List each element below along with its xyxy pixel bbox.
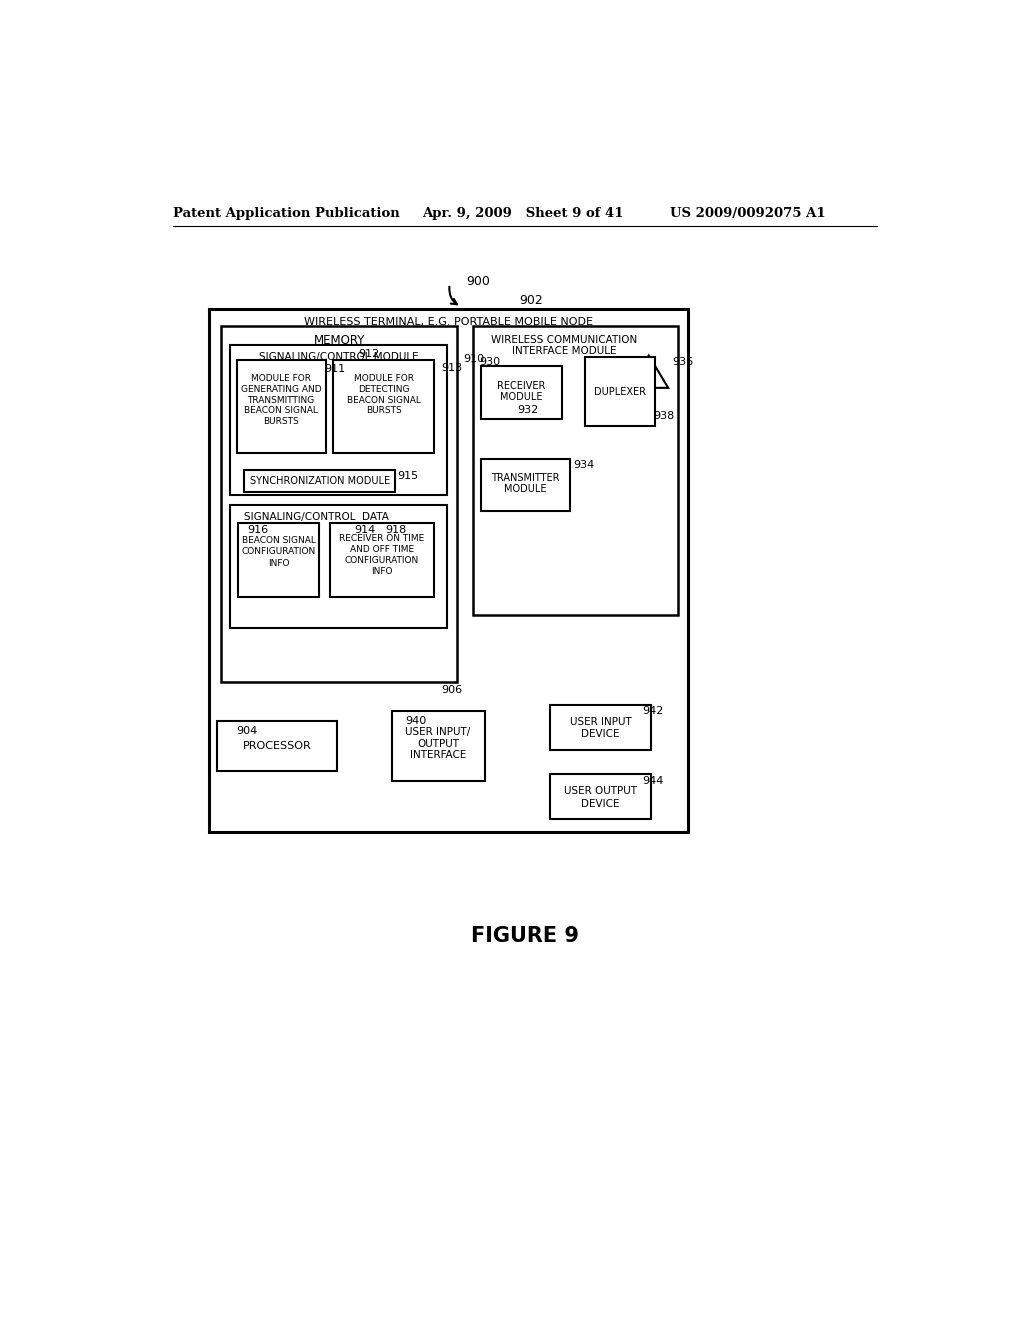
Text: AND OFF TIME: AND OFF TIME — [350, 545, 414, 554]
Text: DEVICE: DEVICE — [582, 730, 620, 739]
Text: 944: 944 — [642, 776, 664, 785]
Bar — [334, 360, 434, 453]
Text: SYNCHRONIZATION MODULE: SYNCHRONIZATION MODULE — [250, 477, 390, 486]
Text: SIGNALING/CONTROL  DATA: SIGNALING/CONTROL DATA — [245, 512, 389, 523]
Bar — [550, 705, 651, 750]
Text: 910: 910 — [464, 354, 484, 363]
Text: Apr. 9, 2009   Sheet 9 of 41: Apr. 9, 2009 Sheet 9 of 41 — [423, 207, 624, 220]
Text: BURSTS: BURSTS — [263, 417, 299, 426]
Text: RECEIVER: RECEIVER — [497, 380, 546, 391]
Text: CONFIGURATION: CONFIGURATION — [242, 548, 315, 556]
Text: USER INPUT: USER INPUT — [570, 717, 632, 727]
Bar — [480, 459, 569, 511]
Text: 913: 913 — [441, 363, 462, 372]
Text: 914: 914 — [354, 524, 376, 535]
Bar — [330, 523, 434, 597]
Text: MODULE FOR: MODULE FOR — [353, 374, 414, 383]
Bar — [550, 775, 651, 818]
Text: DEVICE: DEVICE — [582, 799, 620, 809]
Text: WIRELESS TERMINAL, E.G. PORTABLE MOBILE NODE: WIRELESS TERMINAL, E.G. PORTABLE MOBILE … — [304, 317, 593, 327]
Bar — [230, 345, 447, 495]
Text: 932: 932 — [517, 405, 539, 416]
Text: 912: 912 — [358, 348, 380, 359]
Text: 938: 938 — [653, 411, 675, 421]
Text: 930: 930 — [479, 356, 500, 367]
Text: US 2009/0092075 A1: US 2009/0092075 A1 — [671, 207, 826, 220]
Bar — [238, 523, 319, 597]
Text: GENERATING AND: GENERATING AND — [241, 385, 322, 393]
Text: 916: 916 — [248, 524, 268, 535]
Bar — [586, 358, 655, 426]
Text: MODULE FOR: MODULE FOR — [251, 374, 311, 383]
Text: 911: 911 — [324, 364, 345, 375]
Bar — [221, 326, 458, 682]
Text: CONFIGURATION: CONFIGURATION — [345, 556, 419, 565]
Bar — [217, 721, 337, 771]
Text: WIRELESS COMMUNICATION: WIRELESS COMMUNICATION — [490, 335, 637, 345]
Text: BEACON SIGNAL: BEACON SIGNAL — [347, 396, 421, 405]
Text: INTERFACE: INTERFACE — [410, 750, 466, 760]
Text: SIGNALING/CONTROL MODULE: SIGNALING/CONTROL MODULE — [259, 352, 419, 362]
Text: FIGURE 9: FIGURE 9 — [471, 927, 579, 946]
Bar — [209, 309, 688, 832]
Text: BEACON SIGNAL: BEACON SIGNAL — [244, 407, 318, 416]
Text: OUTPUT: OUTPUT — [417, 739, 459, 748]
Text: DUPLEXER: DUPLEXER — [594, 387, 646, 397]
Text: MODULE: MODULE — [500, 392, 543, 403]
Text: INFO: INFO — [371, 566, 392, 576]
Text: 900: 900 — [467, 275, 490, 288]
Text: 940: 940 — [406, 715, 427, 726]
Text: INFO: INFO — [268, 558, 290, 568]
Bar — [230, 506, 447, 628]
Text: 915: 915 — [397, 471, 418, 482]
Text: 904: 904 — [237, 726, 258, 737]
Bar — [480, 367, 562, 418]
Text: 936: 936 — [672, 356, 693, 367]
Text: 918: 918 — [386, 524, 407, 535]
Text: 942: 942 — [642, 706, 664, 717]
Text: MEMORY: MEMORY — [313, 334, 365, 347]
Bar — [473, 326, 678, 615]
Text: TRANSMITTING: TRANSMITTING — [248, 396, 314, 405]
Text: USER OUTPUT: USER OUTPUT — [564, 787, 637, 796]
Text: BURSTS: BURSTS — [366, 407, 401, 416]
Text: 934: 934 — [573, 459, 595, 470]
Text: BEACON SIGNAL: BEACON SIGNAL — [242, 536, 315, 545]
Text: TRANSMITTER: TRANSMITTER — [490, 473, 559, 483]
Bar — [245, 470, 395, 492]
Bar — [391, 711, 484, 780]
Text: Patent Application Publication: Patent Application Publication — [173, 207, 399, 220]
Text: MODULE: MODULE — [504, 484, 547, 495]
Text: 902: 902 — [519, 294, 543, 308]
Text: USER INPUT/: USER INPUT/ — [406, 727, 471, 737]
Bar — [237, 360, 326, 453]
Text: INTERFACE MODULE: INTERFACE MODULE — [512, 346, 616, 356]
Text: RECEIVER ON TIME: RECEIVER ON TIME — [339, 535, 424, 544]
Text: DETECTING: DETECTING — [358, 385, 410, 393]
Text: PROCESSOR: PROCESSOR — [243, 741, 311, 751]
Text: 906: 906 — [441, 685, 462, 694]
